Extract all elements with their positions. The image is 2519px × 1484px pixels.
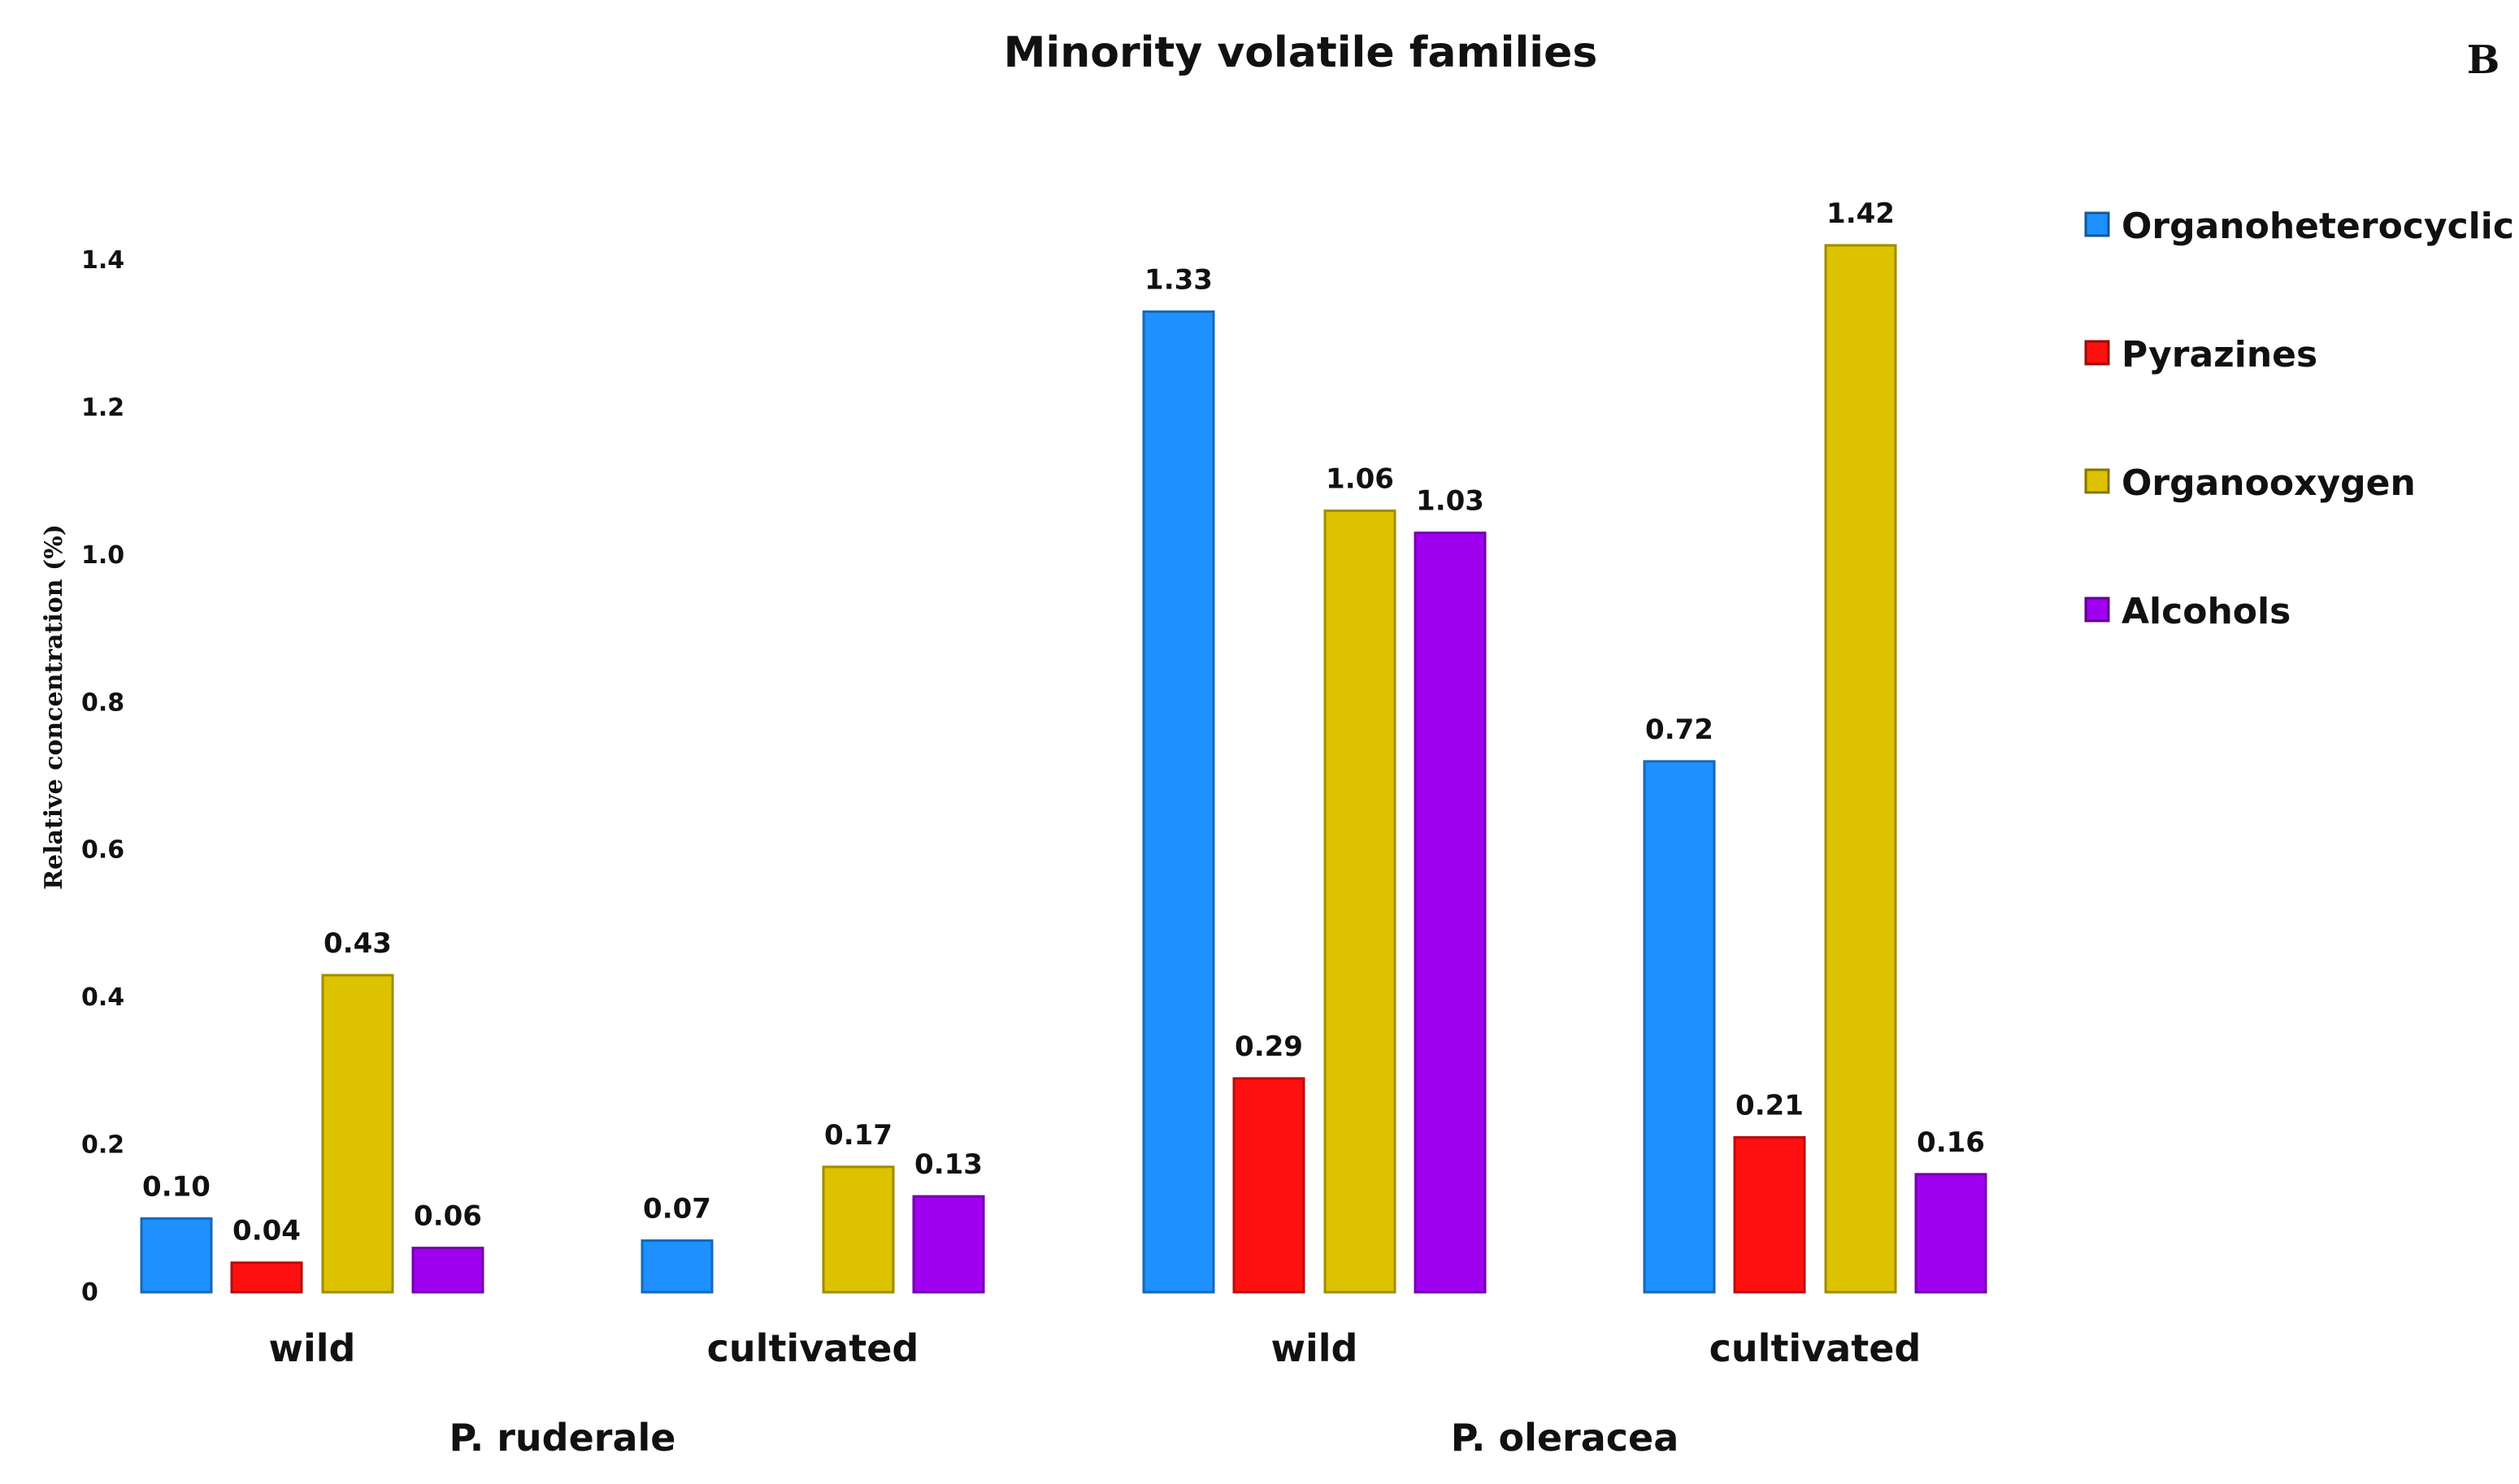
- legend-swatch-organoheterocyclic: [2084, 211, 2110, 237]
- data-label: 0.29: [1235, 1031, 1303, 1063]
- y-tick-label: 0.6: [81, 836, 124, 865]
- data-label: 1.03: [1416, 485, 1484, 518]
- data-label: 0.13: [914, 1148, 983, 1181]
- bars-layer: 0.10 0.07 1.33 0.72 0.04 0.29 0.21 0.43 0.17 1.06…: [140, 197, 1987, 1294]
- chart-title: Minority volatile families: [1004, 28, 1598, 77]
- x-category-label: wild: [269, 1326, 356, 1370]
- legend-swatch-pyrazines: [2084, 340, 2110, 366]
- x-axis: wild cultivated wild cultivated P. ruderale P…: [269, 1326, 1922, 1460]
- y-axis: 0 0.2 0.4 0.6 0.8 1.0 1.2 1.4 Relative concentra…: [40, 246, 124, 1307]
- y-tick-label: 0: [81, 1278, 98, 1307]
- x-category-label: cultivated: [1709, 1326, 1922, 1370]
- y-axis-label: Relative concentration (%): [40, 524, 68, 890]
- legend-label: Organoheterocyclic: [2122, 206, 2514, 247]
- legend-label: Organooxygen: [2122, 462, 2416, 504]
- data-label: 0.72: [1645, 714, 1713, 746]
- legend-label: Pyrazines: [2122, 334, 2317, 375]
- data-label: 0.17: [824, 1119, 893, 1152]
- data-label: 0.10: [142, 1170, 211, 1203]
- legend: Organoheterocyclic Pyrazines Organooxygen A…: [2084, 206, 2514, 632]
- panel-label: B: [2467, 37, 2500, 83]
- x-category-label: wild: [1271, 1326, 1358, 1370]
- bar-organoheterocyclic-1: [140, 1217, 213, 1294]
- bar-alcohols-2: [912, 1195, 985, 1294]
- bar-organooxygen-1: [321, 974, 394, 1294]
- y-tick-label: 1.2: [81, 393, 124, 422]
- bar-organooxygen-2: [822, 1165, 895, 1294]
- data-label: 0.21: [1735, 1090, 1804, 1122]
- data-label: 0.16: [1917, 1126, 1985, 1159]
- bar-pyrazines-3: [1232, 1077, 1305, 1294]
- y-tick-label: 0.4: [81, 983, 124, 1012]
- data-label: 0.06: [414, 1200, 482, 1233]
- bar-pyrazines-1: [230, 1261, 303, 1294]
- bar-organooxygen-4: [1824, 244, 1897, 1294]
- x-category-label: cultivated: [707, 1326, 919, 1370]
- legend-label: Alcohols: [2122, 591, 2291, 632]
- bar-pyrazines-4: [1733, 1136, 1806, 1294]
- legend-swatch-organooxygen: [2084, 468, 2110, 494]
- data-label: 0.43: [324, 927, 392, 960]
- bar-organoheterocyclic-2: [641, 1239, 714, 1294]
- legend-swatch-alcohols: [2084, 597, 2110, 623]
- data-label: 1.06: [1326, 462, 1394, 495]
- bar-organoheterocyclic-4: [1643, 760, 1716, 1294]
- y-tick-label: 1.0: [81, 541, 124, 570]
- data-label: 0.07: [643, 1193, 711, 1226]
- bar-alcohols-1: [411, 1247, 484, 1294]
- data-label: 1.42: [1826, 197, 1895, 230]
- x-group-label: P. oleracea: [1451, 1416, 1679, 1460]
- bar-alcohols-4: [1914, 1173, 1987, 1294]
- data-label: 0.04: [232, 1215, 301, 1248]
- x-group-label: P. ruderale: [449, 1416, 675, 1460]
- bar-alcohols-3: [1414, 532, 1487, 1294]
- y-tick-label: 0.8: [81, 688, 124, 717]
- y-tick-label: 1.4: [81, 246, 124, 275]
- y-tick-label: 0.2: [81, 1131, 124, 1160]
- data-label: 1.33: [1144, 264, 1213, 297]
- bar-organoheterocyclic-3: [1142, 310, 1215, 1294]
- bar-organooxygen-3: [1323, 509, 1396, 1294]
